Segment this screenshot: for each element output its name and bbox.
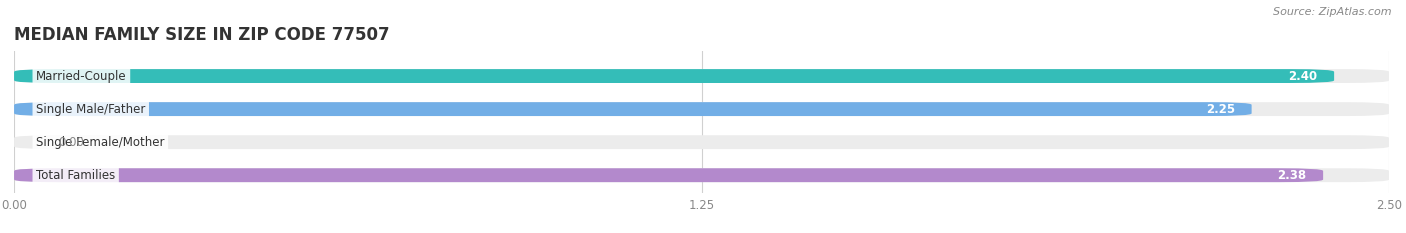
FancyBboxPatch shape	[14, 69, 1334, 83]
Text: Source: ZipAtlas.com: Source: ZipAtlas.com	[1274, 7, 1392, 17]
Text: Total Families: Total Families	[37, 169, 115, 182]
Text: 2.40: 2.40	[1288, 69, 1317, 82]
Text: 2.25: 2.25	[1206, 103, 1234, 116]
FancyBboxPatch shape	[14, 102, 1389, 116]
Text: Married-Couple: Married-Couple	[37, 69, 127, 82]
FancyBboxPatch shape	[14, 135, 1389, 149]
Text: 0.00: 0.00	[58, 136, 84, 149]
FancyBboxPatch shape	[14, 168, 1389, 182]
Text: Single Female/Mother: Single Female/Mother	[37, 136, 165, 149]
FancyBboxPatch shape	[14, 102, 1251, 116]
Text: 2.38: 2.38	[1278, 169, 1306, 182]
FancyBboxPatch shape	[14, 168, 1323, 182]
Text: MEDIAN FAMILY SIZE IN ZIP CODE 77507: MEDIAN FAMILY SIZE IN ZIP CODE 77507	[14, 26, 389, 44]
FancyBboxPatch shape	[14, 69, 1389, 83]
Text: Single Male/Father: Single Male/Father	[37, 103, 145, 116]
